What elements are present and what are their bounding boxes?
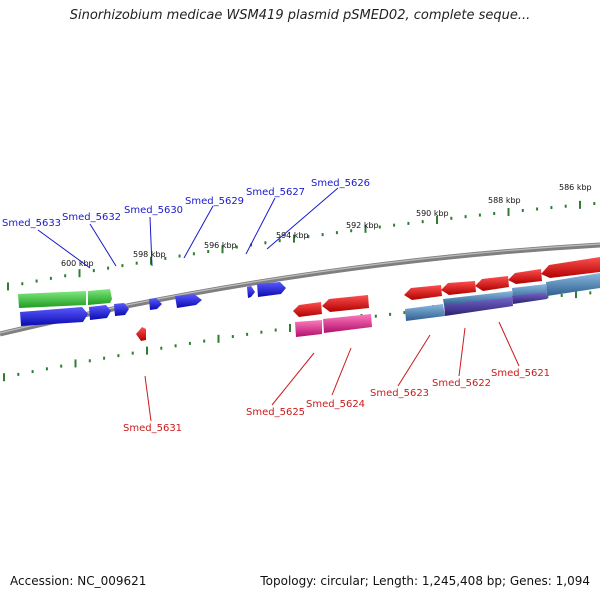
ruler-label: 590 kbp bbox=[416, 209, 449, 218]
gene-label[interactable]: Smed_5624 bbox=[306, 399, 365, 410]
ruler-label: 596 kbp bbox=[204, 241, 237, 250]
gene-pink-b[interactable] bbox=[323, 314, 372, 333]
gene-red-a[interactable] bbox=[293, 302, 322, 317]
gene-pink-a[interactable] bbox=[295, 320, 322, 337]
ruler-label: 592 kbp bbox=[346, 221, 379, 230]
reverse-genes bbox=[136, 257, 600, 341]
gene-label[interactable]: Smed_5633 bbox=[2, 218, 61, 229]
ruler-labels: 600 kbp 598 kbp 596 kbp 594 kbp 592 kbp … bbox=[61, 183, 592, 268]
ruler-label: 594 kbp bbox=[276, 231, 309, 240]
gene-red-g[interactable] bbox=[541, 257, 600, 278]
gene-label[interactable]: Smed_5632 bbox=[62, 212, 121, 223]
outer-ruler bbox=[7, 200, 596, 291]
reverse-callouts bbox=[144, 321, 520, 422]
gene-label[interactable]: Smed_5629 bbox=[185, 196, 244, 207]
gene-blue-2[interactable] bbox=[89, 305, 111, 320]
forward-gene-labels: Smed_5633 Smed_5632 Smed_5630 Smed_5629 … bbox=[2, 178, 370, 229]
gene-steel-d[interactable] bbox=[546, 273, 600, 296]
gene-red-f[interactable] bbox=[508, 269, 542, 284]
map-title: Sinorhizobium medicae WSM419 plasmid pSM… bbox=[69, 8, 531, 23]
gene-blue-5[interactable] bbox=[175, 294, 202, 308]
gene-label[interactable]: Smed_5625 bbox=[246, 407, 305, 418]
ruler-label: 586 kbp bbox=[559, 183, 592, 192]
gene-blue-7[interactable] bbox=[257, 282, 286, 297]
gene-label[interactable]: Smed_5622 bbox=[432, 378, 491, 389]
gene-red-e[interactable] bbox=[475, 276, 509, 291]
gene-label[interactable]: Smed_5621 bbox=[491, 368, 550, 379]
gene-green-2[interactable] bbox=[88, 289, 112, 305]
gene-blue-1[interactable] bbox=[20, 307, 88, 326]
gene-label[interactable]: Smed_5631 bbox=[123, 423, 182, 434]
gene-blue-3[interactable] bbox=[114, 303, 129, 316]
ruler-label: 588 kbp bbox=[488, 196, 521, 205]
gene-label[interactable]: Smed_5630 bbox=[124, 205, 183, 216]
accession-text: Accession: NC_009621 bbox=[10, 574, 147, 588]
forward-genes bbox=[18, 282, 286, 326]
gene-red-d[interactable] bbox=[441, 281, 476, 295]
gene-blue-6[interactable] bbox=[247, 286, 255, 298]
gene-red-b[interactable] bbox=[322, 295, 369, 312]
gene-blue-4[interactable] bbox=[149, 298, 162, 310]
gene-label[interactable]: Smed_5626 bbox=[311, 178, 370, 189]
gene-label[interactable]: Smed_5623 bbox=[370, 388, 429, 399]
topology-summary: Topology: circular; Length: 1,245,408 bp… bbox=[260, 574, 590, 588]
ruler-label: 600 kbp bbox=[61, 259, 94, 268]
gene-red-small[interactable] bbox=[136, 327, 146, 341]
gene-purple-b[interactable] bbox=[512, 292, 547, 304]
gene-purple-a[interactable] bbox=[444, 296, 513, 316]
gene-steel-a[interactable] bbox=[405, 304, 445, 321]
gene-label[interactable]: Smed_5627 bbox=[246, 187, 305, 198]
gene-steel-b[interactable] bbox=[443, 291, 513, 305]
forward-callouts bbox=[37, 187, 339, 269]
ruler-label: 598 kbp bbox=[133, 250, 166, 259]
gene-green-1[interactable] bbox=[18, 291, 86, 308]
reverse-gene-labels: Smed_5631 Smed_5625 Smed_5624 Smed_5623 … bbox=[123, 368, 550, 434]
gene-red-c[interactable] bbox=[404, 285, 442, 300]
